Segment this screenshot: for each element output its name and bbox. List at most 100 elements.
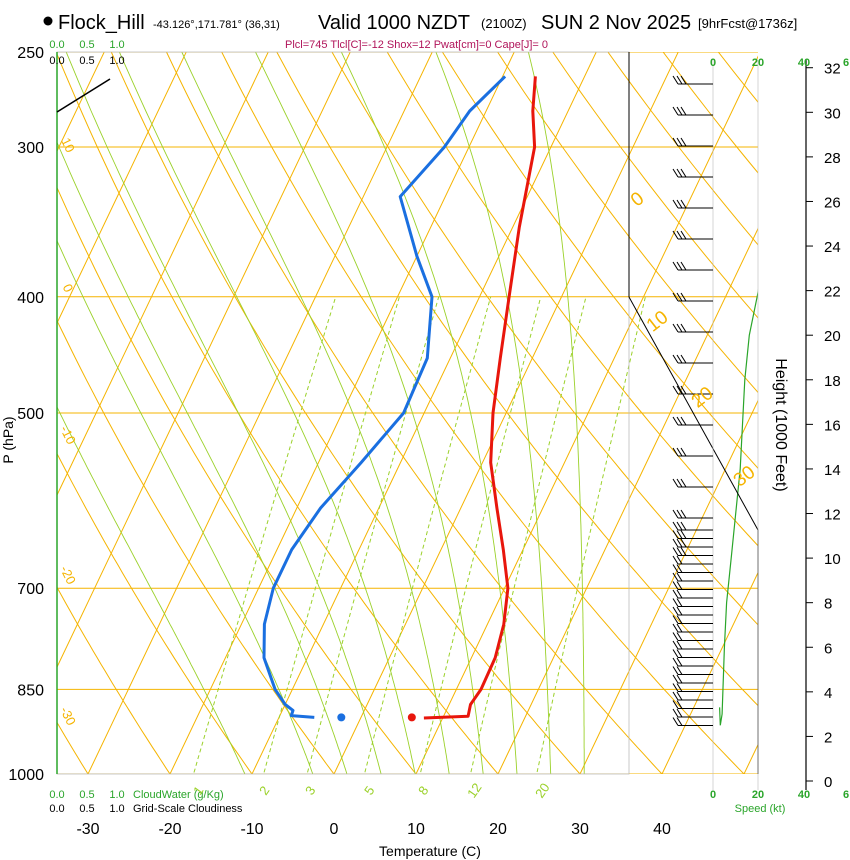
wind-barb: [672, 623, 713, 633]
mixing-line-1: [192, 296, 337, 774]
moist-adiabat-32: [527, 52, 585, 774]
wind-barb-flag: [676, 416, 683, 426]
wind-barb-flag: [672, 75, 679, 85]
mixing-line-5: [363, 296, 492, 774]
wind-barb-flag: [672, 708, 679, 718]
valid-date: SUN 2 Nov 2025: [541, 12, 691, 34]
cloudwater-top-1: 0.5: [79, 39, 94, 51]
wind-barb: [672, 230, 713, 240]
cloudiness-top-1: 0.5: [79, 55, 94, 67]
dry-adiabat--30: [57, 721, 89, 774]
wind-barb-flag: [676, 230, 683, 240]
wind-barb-flag: [672, 261, 679, 271]
dry-adiabat-120: [607, 52, 758, 246]
moist-adiabat-8: [65, 52, 382, 774]
dry-adiabat--10: [57, 452, 253, 774]
wind-barb-flag: [676, 623, 683, 633]
wind-barb-flag: [672, 416, 679, 426]
temp-label--30: -30: [76, 821, 99, 838]
speed-top-1: 20: [752, 57, 764, 69]
wind-barb: [672, 589, 713, 599]
wind-barb: [672, 521, 713, 531]
speed-label: Speed (kt): [735, 803, 786, 815]
wind-barb-flag: [672, 615, 679, 624]
wind-barb-flag: [676, 649, 683, 658]
dry-adiabat-150: [757, 31, 850, 800]
pressure-label-300: 300: [17, 140, 44, 157]
wind-barb-flag: [672, 521, 679, 531]
wind-barb-flag: [680, 261, 687, 271]
wind-barb-flag: [676, 521, 683, 531]
isotherm-label--10: -10: [57, 423, 79, 446]
height-label-2: 2: [824, 729, 832, 746]
wind-barb: [672, 598, 713, 607]
wind-barb: [672, 106, 713, 116]
wind-barb-flag: [680, 521, 687, 531]
temp-label-30: 30: [571, 821, 589, 838]
speed-top-3: 6: [843, 57, 849, 69]
wind-barb-flag: [680, 75, 687, 85]
wind-barb-flag: [676, 323, 683, 333]
isotherm-40: [661, 571, 758, 774]
wind-barb: [672, 691, 713, 701]
isotherm--50: [57, 52, 269, 497]
wind-barb-flag: [676, 547, 683, 556]
wind-barb-flag: [672, 691, 679, 701]
cloudiness-top-0: 0.0: [49, 55, 64, 67]
wind-barb-flag: [676, 700, 683, 709]
wind-barb-flag: [672, 717, 679, 726]
valid-utc: (2100Z): [481, 16, 527, 31]
moist-adiabat-0: [57, 239, 314, 774]
dry-adiabat-50: [221, 52, 745, 774]
x-axis-title: Temperature (C): [379, 843, 481, 859]
wind-barb-flag: [680, 106, 687, 116]
isotherm--60: [57, 52, 187, 325]
height-label-0: 0: [824, 774, 832, 791]
wind-barb-flag: [680, 478, 687, 488]
surface-temp: [407, 713, 416, 722]
height-axis-title: Height (1000 Feet): [772, 358, 789, 491]
cloudiness-bottom-1: 0.5: [79, 803, 94, 815]
pressure-label-400: 400: [17, 290, 44, 307]
isotherm-label-10: 10: [58, 135, 78, 155]
speed-top-0: 0: [710, 57, 716, 69]
wind-barb-flag: [676, 691, 683, 701]
wind-barb-flag: [672, 385, 679, 395]
wind-barb-flag: [676, 632, 683, 641]
isotherm-label-0: 0: [60, 281, 77, 294]
mixing-label-8: 8: [415, 783, 431, 798]
wind-barb-flag: [672, 700, 679, 709]
speed-bottom-2: 40: [798, 789, 810, 801]
mixing-label-20: 20: [532, 780, 553, 800]
wind-barb-flag: [680, 292, 687, 302]
wind-barb-flag: [676, 555, 683, 565]
pressure-label-850: 850: [17, 682, 44, 699]
wind-barb: [672, 478, 713, 488]
mixing-label-12: 12: [464, 780, 485, 800]
temp-label-0: 0: [330, 821, 339, 838]
station-dot: [43, 16, 53, 26]
mixing-line-2: [263, 296, 400, 774]
temp-label-40: 40: [653, 821, 671, 838]
isotherm--40: [57, 52, 351, 669]
isotherm-10: [415, 55, 758, 774]
wind-barb: [672, 606, 713, 616]
moist-adiabat-28: [435, 52, 552, 774]
wind-barb-flag: [676, 530, 683, 539]
wind-barb-flag: [676, 199, 683, 209]
wind-barb-flag: [676, 447, 683, 457]
wind-barb: [672, 354, 713, 364]
wind-barb-flag: [676, 572, 683, 582]
wind-barb-flag: [676, 683, 683, 692]
station-coords: -43.126°,171.781° (36,31): [153, 19, 280, 31]
wind-barb: [672, 75, 713, 85]
height-label-24: 24: [824, 239, 841, 256]
cloudwater-bottom-0: 0.0: [49, 789, 64, 801]
cloudwater-top-0: 0.0: [49, 39, 64, 51]
wind-barb: [672, 530, 713, 539]
height-label-12: 12: [824, 507, 841, 524]
wind-barb-flag: [672, 589, 679, 599]
wind-barb-flag: [672, 623, 679, 633]
wind-barb-flag: [676, 478, 683, 488]
wind-barb-flag: [680, 199, 687, 209]
